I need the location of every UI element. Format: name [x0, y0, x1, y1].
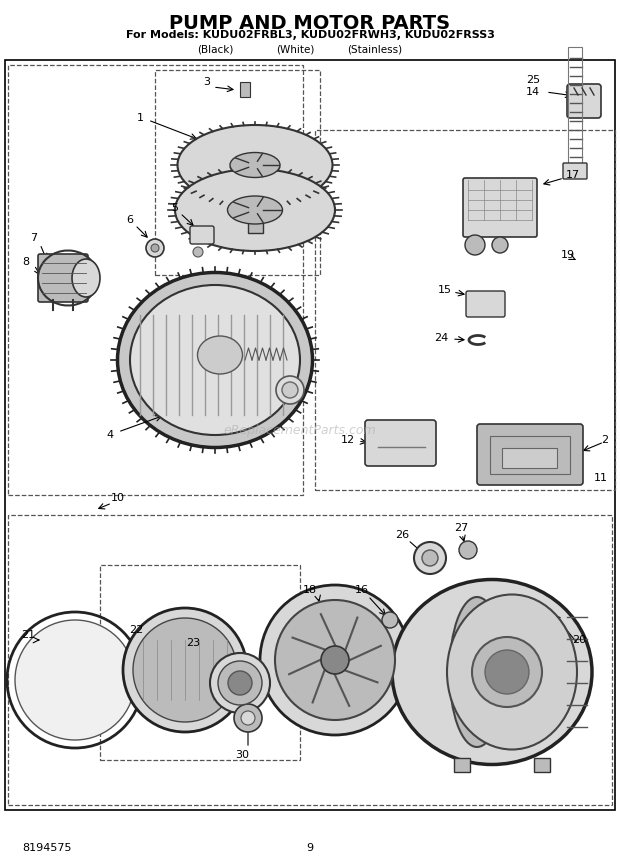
- FancyBboxPatch shape: [38, 254, 88, 302]
- Text: For Models: KUDU02FRBL3, KUDU02FRWH3, KUDU02FRSS3: For Models: KUDU02FRBL3, KUDU02FRWH3, KU…: [126, 30, 494, 40]
- Ellipse shape: [118, 272, 312, 448]
- Bar: [454, 758, 470, 772]
- Text: 23: 23: [186, 638, 200, 648]
- Text: 17: 17: [566, 170, 580, 180]
- Circle shape: [465, 235, 485, 255]
- Circle shape: [459, 541, 477, 559]
- Circle shape: [210, 653, 270, 713]
- Circle shape: [123, 608, 247, 732]
- Circle shape: [485, 650, 529, 694]
- Ellipse shape: [130, 285, 300, 435]
- Text: 15: 15: [438, 285, 452, 295]
- FancyBboxPatch shape: [365, 420, 436, 466]
- Text: 2: 2: [601, 435, 608, 445]
- Bar: [155, 70, 320, 275]
- Bar: [100, 565, 300, 760]
- Circle shape: [414, 542, 446, 574]
- Text: 9: 9: [306, 843, 314, 853]
- Ellipse shape: [177, 125, 332, 205]
- FancyBboxPatch shape: [477, 424, 583, 485]
- Circle shape: [492, 237, 508, 253]
- Text: 26: 26: [395, 530, 409, 540]
- Text: 11: 11: [594, 473, 608, 483]
- Text: 8: 8: [22, 257, 30, 267]
- Text: 30: 30: [235, 750, 249, 760]
- Circle shape: [151, 244, 159, 252]
- Bar: [534, 758, 550, 772]
- Circle shape: [276, 376, 304, 404]
- Bar: [315, 130, 615, 490]
- Circle shape: [422, 550, 438, 566]
- Bar: [8, 65, 303, 495]
- Text: (Stainless): (Stainless): [347, 44, 402, 54]
- FancyBboxPatch shape: [563, 163, 587, 179]
- Text: 7: 7: [30, 233, 38, 243]
- Text: 24: 24: [434, 333, 448, 343]
- Circle shape: [282, 382, 298, 398]
- Ellipse shape: [175, 169, 335, 251]
- Circle shape: [382, 612, 398, 628]
- Text: 27: 27: [454, 523, 468, 533]
- FancyBboxPatch shape: [466, 291, 505, 317]
- Ellipse shape: [447, 595, 577, 750]
- Circle shape: [275, 600, 395, 720]
- Text: (Black): (Black): [197, 44, 233, 54]
- Bar: [502, 448, 557, 468]
- Text: 25: 25: [526, 75, 540, 85]
- Text: 16: 16: [355, 585, 369, 595]
- Text: 18: 18: [303, 585, 317, 595]
- Text: 19: 19: [561, 250, 575, 260]
- Text: 14: 14: [526, 87, 540, 97]
- Circle shape: [133, 618, 237, 722]
- FancyBboxPatch shape: [567, 84, 601, 118]
- Ellipse shape: [198, 336, 242, 374]
- Circle shape: [15, 620, 135, 740]
- Text: 10: 10: [111, 493, 125, 503]
- Circle shape: [321, 646, 349, 674]
- Circle shape: [260, 585, 410, 735]
- Circle shape: [234, 704, 262, 732]
- Bar: [8, 515, 612, 805]
- Ellipse shape: [230, 152, 280, 177]
- Ellipse shape: [228, 196, 283, 224]
- Text: 8194575: 8194575: [22, 843, 71, 853]
- Bar: [490, 436, 570, 474]
- FancyBboxPatch shape: [463, 178, 537, 237]
- Ellipse shape: [450, 597, 505, 747]
- Text: eReplacementParts.com: eReplacementParts.com: [224, 424, 376, 437]
- FancyBboxPatch shape: [240, 82, 250, 97]
- Text: 4: 4: [107, 430, 113, 440]
- Text: PUMP AND MOTOR PARTS: PUMP AND MOTOR PARTS: [169, 14, 451, 33]
- Circle shape: [218, 661, 262, 705]
- Text: 3: 3: [203, 77, 211, 87]
- Circle shape: [193, 247, 203, 257]
- FancyBboxPatch shape: [190, 226, 214, 244]
- Circle shape: [146, 239, 164, 257]
- Text: 21: 21: [21, 630, 35, 640]
- Circle shape: [241, 711, 255, 725]
- Ellipse shape: [72, 259, 100, 297]
- Ellipse shape: [392, 580, 592, 764]
- Circle shape: [472, 637, 542, 707]
- Bar: [568, 47, 582, 173]
- Circle shape: [228, 671, 252, 695]
- Bar: [5, 60, 615, 810]
- Text: 12: 12: [341, 435, 355, 445]
- Text: 1: 1: [136, 113, 143, 123]
- Text: 6: 6: [126, 215, 133, 225]
- Bar: [248, 208, 263, 233]
- Text: 20: 20: [572, 635, 586, 645]
- Text: (White): (White): [276, 44, 314, 54]
- Text: 22: 22: [129, 625, 143, 635]
- Text: 5: 5: [172, 203, 179, 213]
